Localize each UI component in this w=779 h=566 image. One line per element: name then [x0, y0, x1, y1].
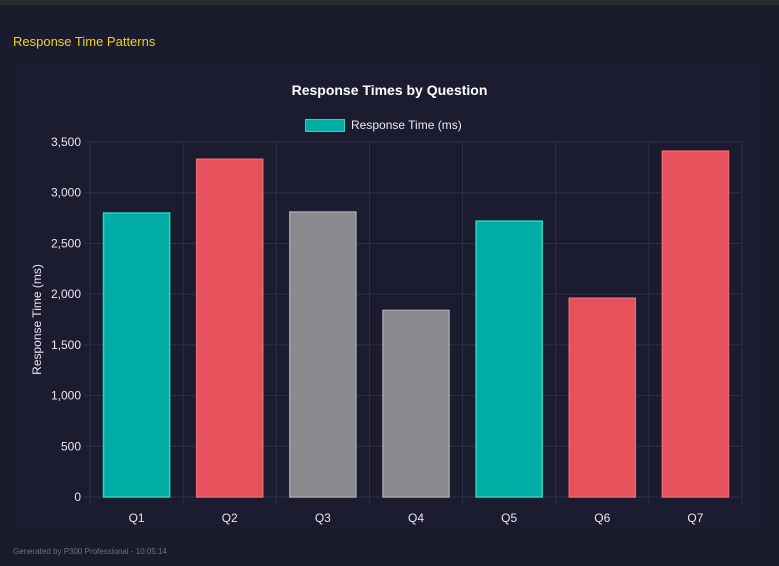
legend-label: Response Time (ms)	[351, 118, 462, 132]
y-tick-label: 1,000	[51, 389, 81, 403]
x-tick-label: Q1	[129, 511, 145, 525]
chart-title: Response Times by Question	[291, 82, 488, 98]
bar-q3[interactable]	[289, 211, 357, 498]
x-tick-label: Q4	[408, 511, 424, 525]
bar-q6[interactable]	[568, 297, 637, 498]
bar-q5[interactable]	[475, 220, 543, 498]
legend[interactable]: Response Time (ms)	[305, 118, 462, 132]
y-tick-label: 1,500	[51, 338, 81, 352]
x-tick-label: Q6	[594, 511, 610, 525]
y-tick-label: 3,500	[51, 135, 81, 149]
y-tick-label: 500	[61, 439, 81, 453]
bar-q1[interactable]	[102, 212, 171, 498]
footer-text: Generated by P300 Professional - 10:05:1…	[13, 547, 167, 556]
x-tick-label: Q2	[222, 511, 238, 525]
x-tick-label: Q3	[315, 511, 331, 525]
bar-q2[interactable]	[195, 158, 264, 498]
top-bar	[0, 0, 779, 5]
x-tick-label: Q5	[501, 511, 517, 525]
x-tick-label: Q7	[687, 511, 703, 525]
bar-q4[interactable]	[382, 309, 450, 498]
y-tick-label: 2,000	[51, 287, 81, 301]
y-tick-label: 0	[74, 490, 81, 504]
bar-q7[interactable]	[661, 150, 730, 498]
y-tick-label: 2,500	[51, 236, 81, 250]
section-title: Response Time Patterns	[13, 34, 156, 49]
legend-swatch	[305, 118, 345, 132]
y-tick-label: 3,000	[51, 186, 81, 200]
y-axis-label: Response Time (ms)	[30, 264, 44, 375]
